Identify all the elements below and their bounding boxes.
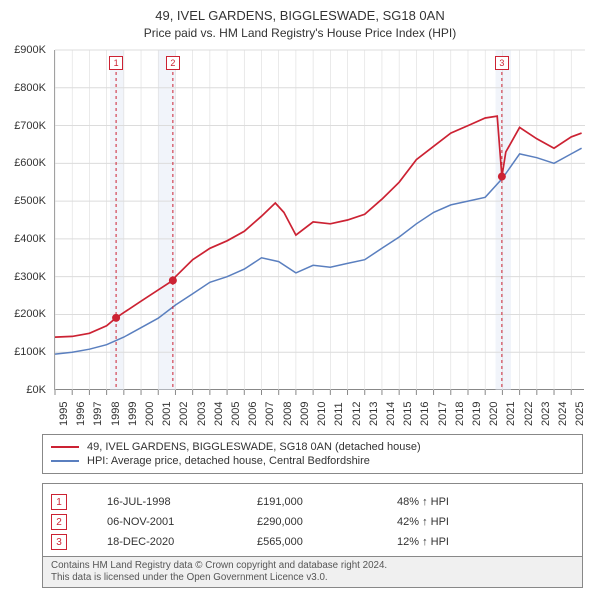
sales-row-index: 1: [51, 494, 67, 510]
x-tick-label: 1997: [92, 402, 104, 426]
sale-marker-2: 2: [166, 56, 180, 70]
sales-row-pct: 42% ↑ HPI: [397, 516, 574, 528]
chart-plot-area: 1 2 3: [54, 50, 584, 390]
legend-label: HPI: Average price, detached house, Cent…: [87, 455, 370, 467]
x-tick-label: 2008: [282, 402, 294, 426]
footer-attribution: Contains HM Land Registry data © Crown c…: [42, 556, 583, 588]
sales-row-date: 06-NOV-2001: [107, 516, 257, 528]
x-tick-label: 2023: [540, 402, 552, 426]
x-tick-label: 2001: [161, 402, 173, 426]
y-tick-label: £100K: [14, 346, 46, 358]
x-tick-label: 2015: [402, 402, 414, 426]
y-tick-label: £600K: [14, 157, 46, 169]
x-tick-label: 2024: [557, 402, 569, 426]
chart-title-subtitle: Price paid vs. HM Land Registry's House …: [0, 26, 600, 40]
x-tick-label: 2013: [368, 402, 380, 426]
sales-row-index: 3: [51, 534, 67, 550]
y-tick-label: £0K: [26, 384, 46, 396]
x-tick-label: 2011: [333, 402, 345, 426]
sales-row: 2 06-NOV-2001£290,00042% ↑ HPI: [51, 514, 574, 530]
sale-marker-1: 1: [109, 56, 123, 70]
y-tick-label: £400K: [14, 233, 46, 245]
x-tick-label: 2020: [488, 402, 500, 426]
sales-table: 1 16-JUL-1998£191,00048% ↑ HPI 2 06-NOV-200…: [42, 483, 583, 561]
x-tick-label: 2006: [247, 402, 259, 426]
y-tick-label: £500K: [14, 195, 46, 207]
y-tick-label: £800K: [14, 82, 46, 94]
x-tick-label: 2025: [574, 402, 586, 426]
chart-title-address: 49, IVEL GARDENS, BIGGLESWADE, SG18 0AN: [0, 8, 600, 23]
x-tick-label: 2016: [419, 402, 431, 426]
x-tick-label: 2005: [230, 402, 242, 426]
sales-row: 1 16-JUL-1998£191,00048% ↑ HPI: [51, 494, 574, 510]
x-tick-label: 1995: [58, 402, 70, 426]
x-tick-label: 2009: [299, 402, 311, 426]
footer-line2: This data is licensed under the Open Gov…: [51, 572, 574, 584]
x-axis-labels: 1995 1996 1997 1998 1999 2000 2001 2002 2003 2004…: [54, 394, 584, 434]
x-tick-label: 2022: [523, 402, 535, 426]
sale-marker-3: 3: [495, 56, 509, 70]
sales-row-price: £565,000: [257, 536, 397, 548]
sales-row-price: £191,000: [257, 496, 397, 508]
sales-row-index: 2: [51, 514, 67, 530]
legend-label: 49, IVEL GARDENS, BIGGLESWADE, SG18 0AN …: [87, 441, 421, 453]
y-axis-labels: £0K£100K£200K£300K£400K£500K£600K£700K£8…: [0, 50, 50, 390]
y-tick-label: £900K: [14, 44, 46, 56]
x-tick-label: 2017: [437, 402, 449, 426]
sales-row: 3 18-DEC-2020£565,00012% ↑ HPI: [51, 534, 574, 550]
x-tick-label: 1996: [75, 402, 87, 426]
x-tick-label: 2010: [316, 402, 328, 426]
x-tick-label: 2014: [385, 402, 397, 426]
x-tick-label: 2019: [471, 402, 483, 426]
sales-row-pct: 12% ↑ HPI: [397, 536, 574, 548]
y-tick-label: £300K: [14, 271, 46, 283]
footer-line1: Contains HM Land Registry data © Crown c…: [51, 560, 574, 572]
legend-item: 49, IVEL GARDENS, BIGGLESWADE, SG18 0AN …: [51, 441, 574, 453]
x-tick-label: 2012: [351, 402, 363, 426]
chart-svg: [55, 50, 585, 390]
x-tick-label: 2003: [196, 402, 208, 426]
sales-row-pct: 48% ↑ HPI: [397, 496, 574, 508]
x-tick-label: 2007: [264, 402, 276, 426]
y-tick-label: £700K: [14, 120, 46, 132]
x-tick-label: 2000: [144, 402, 156, 426]
x-tick-label: 1998: [110, 402, 122, 426]
x-tick-label: 1999: [127, 402, 139, 426]
x-tick-label: 2018: [454, 402, 466, 426]
x-tick-label: 2021: [505, 402, 517, 426]
x-tick-label: 2004: [213, 402, 225, 426]
sales-row-date: 18-DEC-2020: [107, 536, 257, 548]
sales-row-price: £290,000: [257, 516, 397, 528]
legend-swatch: [51, 446, 79, 448]
x-tick-label: 2002: [178, 402, 190, 426]
legend: 49, IVEL GARDENS, BIGGLESWADE, SG18 0AN …: [42, 434, 583, 474]
legend-swatch: [51, 460, 79, 462]
sales-row-date: 16-JUL-1998: [107, 496, 257, 508]
legend-item: HPI: Average price, detached house, Cent…: [51, 455, 574, 467]
y-tick-label: £200K: [14, 308, 46, 320]
